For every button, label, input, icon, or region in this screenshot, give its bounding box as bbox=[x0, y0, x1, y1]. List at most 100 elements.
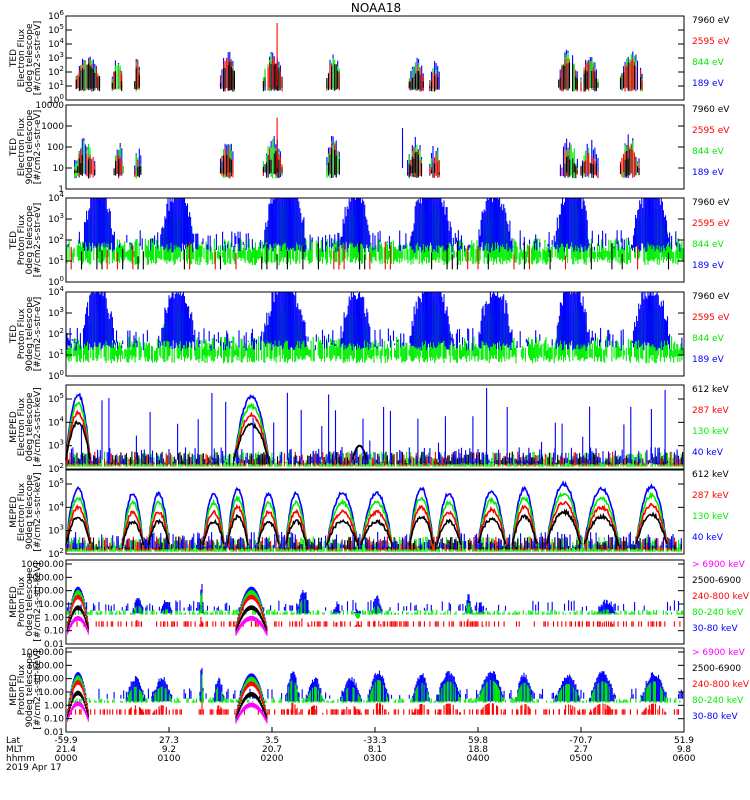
y-axis-label-line: [#/cm2-s-str-eV] bbox=[33, 21, 43, 96]
legend: 7960 eV 2595 eV 844 eV 189 eV bbox=[692, 198, 730, 271]
legend-item: 189 eV bbox=[692, 261, 725, 271]
legend-item: 2595 eV bbox=[692, 37, 730, 47]
electron-hump-green bbox=[257, 500, 280, 547]
electron-hump-blue bbox=[360, 491, 393, 546]
y-axis-label-line: TED bbox=[9, 138, 19, 157]
y-tick-label: 104 bbox=[48, 415, 64, 428]
electron-hump-green bbox=[121, 499, 145, 546]
series-group bbox=[65, 292, 684, 364]
electron-hump-red bbox=[326, 509, 359, 547]
series-group bbox=[65, 583, 684, 636]
electron-hump-black bbox=[233, 422, 270, 462]
electron-hump-black bbox=[257, 520, 280, 545]
y-tick-label: 105 bbox=[48, 477, 64, 490]
legend-item: 2595 eV bbox=[692, 313, 730, 323]
electron-hump-red bbox=[511, 504, 538, 547]
electron-hump-black bbox=[477, 516, 507, 545]
electron-hump-red bbox=[583, 504, 620, 547]
electron-hump-red bbox=[360, 509, 393, 545]
electron-bump bbox=[351, 444, 368, 460]
legend-item: 130 keV bbox=[692, 427, 729, 437]
electron-hump-green bbox=[147, 500, 170, 546]
electron-hump-red bbox=[635, 503, 668, 545]
y-tick-label: 1000 bbox=[41, 122, 64, 132]
y-tick-label: 106 bbox=[48, 9, 64, 22]
y-axis-label-line: 0deg telescope bbox=[25, 392, 35, 462]
y-axis-label-line: Proton Flux bbox=[17, 214, 27, 265]
legend-item: 844 eV bbox=[692, 147, 725, 157]
y-tick-label: 101 bbox=[48, 348, 64, 361]
electron-hump-red bbox=[545, 500, 582, 546]
y-tick-label: 103 bbox=[48, 51, 64, 64]
legend-item: 7960 eV bbox=[692, 105, 730, 115]
electron-hump-green bbox=[477, 496, 507, 545]
y-axis-label-line: [#/cm2-s-str-eV] bbox=[33, 203, 43, 278]
electron-hump-green bbox=[202, 498, 225, 547]
series-group bbox=[75, 23, 643, 92]
electron-hump-blue bbox=[477, 490, 507, 545]
electron-hump-blue bbox=[233, 394, 270, 462]
legend-item: 189 eV bbox=[692, 168, 725, 178]
chart-title: NOAA18 bbox=[351, 1, 401, 15]
y-tick-label: 102 bbox=[48, 65, 64, 78]
y-axis-label-line: TED bbox=[9, 231, 19, 250]
y-tick-label: 102 bbox=[48, 327, 64, 340]
electron-hump-green bbox=[408, 497, 435, 545]
y-axis-label-line: [#/cm2-s-str-eV] bbox=[33, 110, 43, 185]
electron-hump-black bbox=[511, 514, 538, 547]
electron-hump-black bbox=[147, 518, 170, 546]
electron-hump-green bbox=[511, 496, 538, 547]
legend-item: 189 eV bbox=[692, 79, 725, 89]
legend: 612 keV 287 keV 130 keV 40 keV bbox=[692, 470, 729, 543]
electron-hump-black bbox=[635, 511, 668, 545]
y-axis-label-line: 90deg telescope bbox=[25, 296, 35, 371]
legend-item: 612 keV bbox=[692, 470, 729, 480]
electron-hump-black bbox=[285, 519, 308, 546]
y-tick-label: 100 bbox=[48, 93, 64, 106]
y-axis-label-line: MEPED bbox=[9, 411, 19, 443]
panel-frame bbox=[65, 384, 685, 470]
y-axis-label-line: [#/cm2-s-str-eV] bbox=[33, 297, 43, 372]
electron-hump-green bbox=[583, 496, 620, 546]
y-axis-label-line: 90deg telescope bbox=[25, 474, 35, 549]
legend-item: 612 keV bbox=[692, 385, 729, 395]
electron-hump-blue bbox=[511, 486, 538, 546]
electron-hump-green bbox=[284, 499, 308, 547]
y-tick-label: 102 bbox=[48, 233, 64, 246]
electron-hump-red bbox=[65, 504, 91, 546]
y-axis-label-line: [#/cm2-s-str-keV] bbox=[33, 472, 43, 551]
electron-hump-black bbox=[226, 514, 249, 546]
electron-hump-black bbox=[546, 508, 582, 545]
legend-item: 2595 eV bbox=[692, 126, 730, 136]
electron-hump-red bbox=[408, 504, 435, 547]
y-axis-label-line: Electron Flux bbox=[17, 397, 27, 456]
electron-hump-blue bbox=[202, 492, 225, 546]
y-tick-label: 103 bbox=[48, 212, 64, 225]
series-group bbox=[74, 117, 640, 179]
panel-meped-proton-0deg: 0.010.101.0010.00100.001000.0010000.00ME… bbox=[9, 559, 750, 650]
series-group bbox=[66, 198, 684, 270]
y-axis-label-line: MEPED bbox=[9, 496, 19, 528]
y-axis-label-line: TED bbox=[9, 325, 19, 344]
electron-hump-blue bbox=[284, 490, 308, 547]
legend-item: 130 keV bbox=[692, 512, 729, 522]
electron-hump-black bbox=[65, 419, 91, 460]
electron-hump-black bbox=[436, 518, 462, 546]
legend-item: 2595 eV bbox=[692, 219, 730, 229]
legend-item: 7960 eV bbox=[692, 198, 730, 208]
y-tick-label: 100 bbox=[47, 143, 64, 153]
legend-item: 844 eV bbox=[692, 334, 725, 344]
electron-hump-red bbox=[147, 511, 170, 546]
y-axis-label-line: 90deg telescope bbox=[25, 109, 35, 184]
y-tick-label: 101 bbox=[48, 254, 64, 267]
electron-hump-black bbox=[408, 515, 435, 546]
electron-hump-blue bbox=[583, 486, 620, 546]
y-tick-label: 102 bbox=[48, 547, 64, 560]
series-group bbox=[65, 480, 682, 552]
y-axis-label-line: TED bbox=[9, 49, 19, 68]
